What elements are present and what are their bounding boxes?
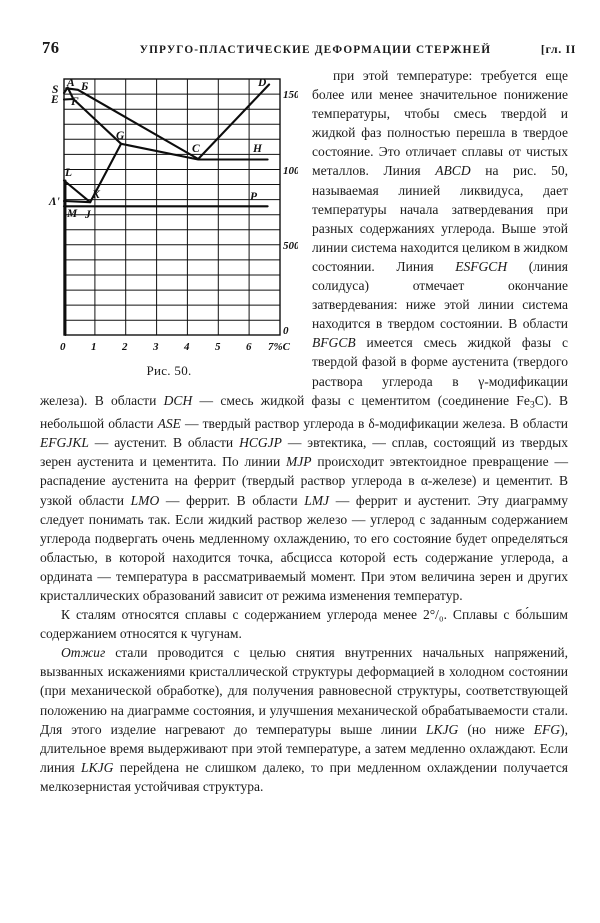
curve-efg (62, 97, 123, 145)
xtick-3: 3 (152, 341, 159, 353)
term-bfgcb: BFGCB (312, 335, 356, 351)
p1-seg-f: C). В небольшой области (40, 392, 569, 432)
label-J: J (84, 209, 92, 221)
xtick-6: 6 (246, 341, 252, 353)
p1-seg-g: — твердый раствор углерода в δ-модификац… (180, 416, 569, 432)
term-efgjkl: EFGJKL (40, 435, 89, 451)
xtick-2: 2 (121, 341, 128, 353)
term-esfgch: ESFGCH (455, 258, 508, 274)
diagram-axis-labels: 1500° 1000° 500° 0 0 1 2 3 4 5 6 7%C (60, 89, 298, 353)
term-dch: DCH (163, 392, 193, 408)
page-number: 76 (42, 38, 60, 57)
curve-lambda-k (62, 199, 92, 204)
chapter-tag: [гл. II (540, 42, 576, 56)
label-K: K (91, 189, 101, 201)
percent-notation: °/₀ (429, 607, 444, 623)
ytick-1500: 1500° (283, 89, 298, 101)
diagram-point-labels: S A Б E F D G C H L K Λ' M J P (48, 77, 267, 221)
paragraph-2: К сталям относятся сплавы с содержанием … (40, 605, 568, 643)
label-E: E (50, 94, 59, 106)
p3-seg-d: перейдена не слишком далеко, то при медл… (40, 759, 568, 794)
curve-saf (62, 86, 75, 101)
term-ase: ASE (157, 416, 181, 432)
ytick-0: 0 (283, 325, 289, 337)
p1-seg-j: происходит эвтектоидное превращение — ра… (40, 454, 568, 508)
label-lambda: Λ' (48, 196, 60, 208)
figure-caption: Рис. 50. (146, 363, 192, 378)
curve-gch (120, 142, 269, 161)
xtick-7: 7%C (268, 341, 291, 353)
label-P: P (250, 191, 258, 203)
phase-diagram-iron-carbon: S A Б E F D G C H L K Λ' M J P (48, 77, 298, 353)
label-L: L (64, 167, 72, 179)
label-D: D (257, 77, 267, 89)
p1-seg-c: (линия солидуса) отмечает окончание затв… (312, 258, 569, 332)
p1-seg-i: — эвтектика, — сплав, состоящий из тверд… (40, 435, 568, 470)
p2-seg-b: . Сплавы с бо́льшим содержанием относятс… (40, 607, 569, 642)
term-efg: EFG (533, 721, 561, 737)
label-G: G (116, 130, 125, 142)
text-body: S A Б E F D G C H L K Λ' M J P (40, 66, 568, 796)
ytick-1000: 1000° (283, 165, 298, 177)
label-M: M (66, 208, 78, 220)
label-C: C (192, 143, 200, 155)
p3-seg-b: (но ниже (458, 721, 534, 737)
p1-seg-e: — смесь жидкой фазы с цементитом (соедин… (192, 392, 530, 408)
xtick-5: 5 (215, 341, 221, 353)
p1-seg-h: — аустенит. В области (88, 435, 240, 451)
label-H: H (252, 143, 263, 155)
label-A: A (66, 77, 75, 89)
p2-seg-a: К сталям относятся сплавы с содержанием … (61, 607, 430, 623)
p1-seg-a: при этой температуре: требуется еще боле… (312, 68, 568, 179)
term-abcd: ABCD (435, 163, 471, 179)
xtick-1: 1 (91, 341, 97, 353)
p1-seg-l: — феррит и аустенит. Эту диаграмму следу… (40, 492, 568, 603)
xtick-0: 0 (60, 341, 66, 353)
p1-seg-b: на рис. 50, называемая линией ликвидуса,… (312, 163, 568, 274)
p3-seg-c: ), длительное время выдерживают при этой… (40, 721, 568, 775)
figure-50: S A Б E F D G C H L K Λ' M J P (40, 69, 298, 379)
p1-seg-k: — феррит. В области (159, 492, 305, 508)
p3-seg-a: стали проводится с целью снятия внутренн… (40, 645, 568, 737)
term-hcgjp: HCGJP (239, 435, 282, 451)
running-head: 76 УПРУГО-ПЛАСТИЧЕСКИЕ ДЕФОРМАЦИИ СТЕРЖН… (42, 38, 576, 58)
label-S: S (52, 84, 58, 96)
label-F: F (70, 96, 79, 108)
ytick-500: 500° (283, 240, 298, 252)
p1-seg-d: имеется смесь жидкой фазы с твердой фазо… (40, 335, 568, 408)
term-lmo: LMO (130, 492, 160, 508)
term-lkjg-1: LKJG (425, 721, 459, 737)
running-title: УПРУГО-ПЛАСТИЧЕСКИЕ ДЕФОРМАЦИИ СТЕРЖНЕЙ (139, 44, 492, 56)
term-mjp: MJP (285, 454, 312, 470)
term-lkjg-2: LKJG (81, 759, 114, 775)
fe3c-subscript: 3 (529, 399, 535, 411)
xtick-4: 4 (183, 341, 190, 353)
curve-abcd (65, 83, 271, 161)
term-otzhig: Отжиг (61, 645, 106, 661)
paragraph-1: при этой температуре: требуется еще боле… (40, 66, 568, 605)
term-lmj: LMJ (304, 492, 330, 508)
paragraph-3: Отжиг стали проводится с целью снятия вн… (40, 643, 568, 796)
label-B-cyr: Б (80, 81, 88, 93)
